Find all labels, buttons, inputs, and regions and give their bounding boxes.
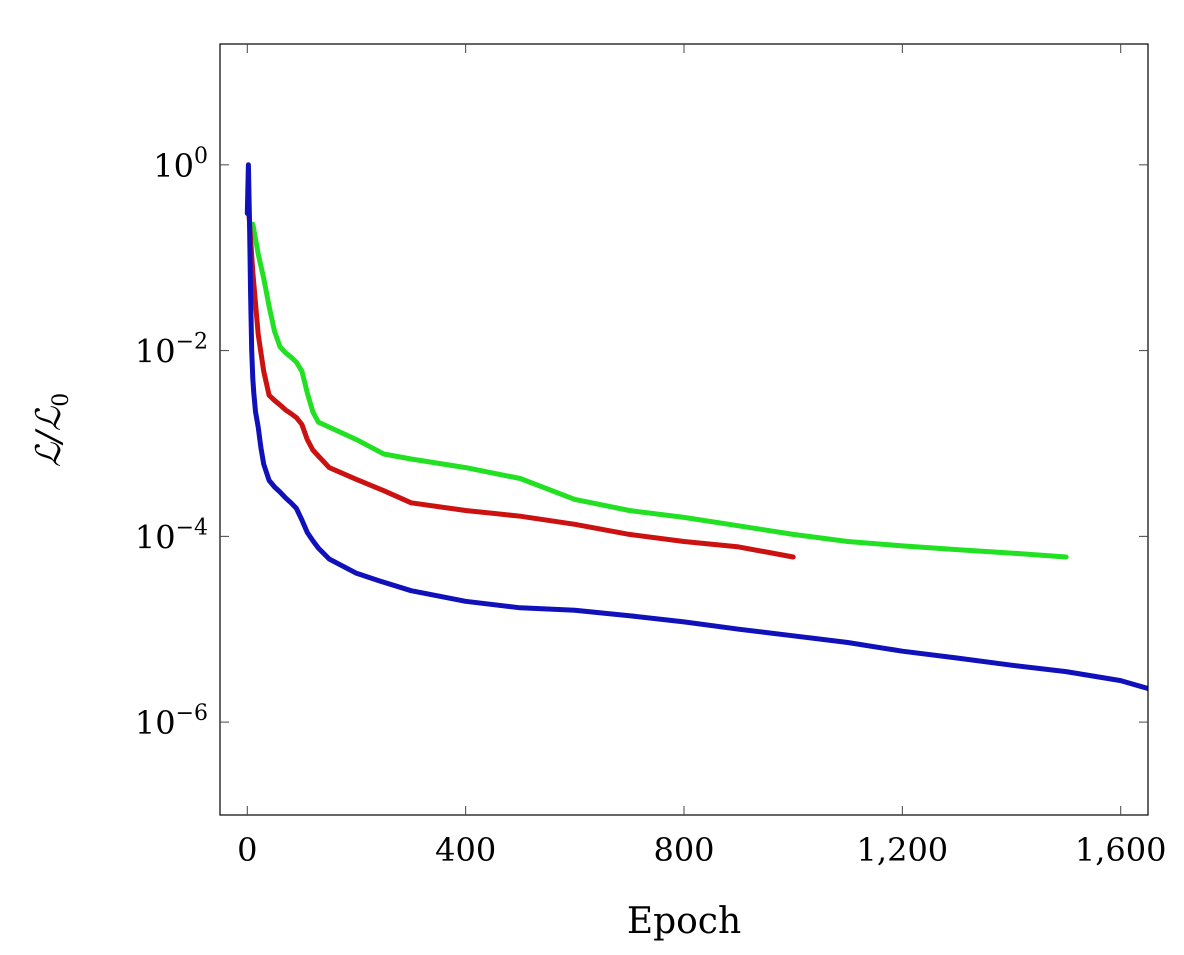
plot-frame — [219, 43, 1149, 816]
tick-layer: 0 400 800 1,200 1,600 100 10−2 10−4 10−6 — [135, 44, 1167, 869]
x-tick-label: 800 — [653, 831, 714, 869]
x-axis-label: Epoch — [627, 901, 741, 942]
x-tick-label: 1,200 — [857, 831, 949, 869]
y-tick-label: 10−2 — [135, 330, 208, 371]
series-line-2 — [246, 210, 796, 560]
series-line-1 — [250, 221, 1069, 560]
y-axis-label: ℒ/ℒ0 — [29, 393, 74, 467]
y-tick-label: 10−4 — [135, 515, 208, 556]
x-tick-label: 0 — [237, 831, 257, 869]
x-tick-label: 1,600 — [1075, 831, 1167, 869]
y-tick-label: 100 — [153, 144, 208, 185]
series-layer — [244, 162, 1148, 691]
series-line-3 — [244, 162, 1148, 691]
y-tick-label: 10−6 — [135, 701, 208, 742]
x-tick-label: 400 — [435, 831, 496, 869]
